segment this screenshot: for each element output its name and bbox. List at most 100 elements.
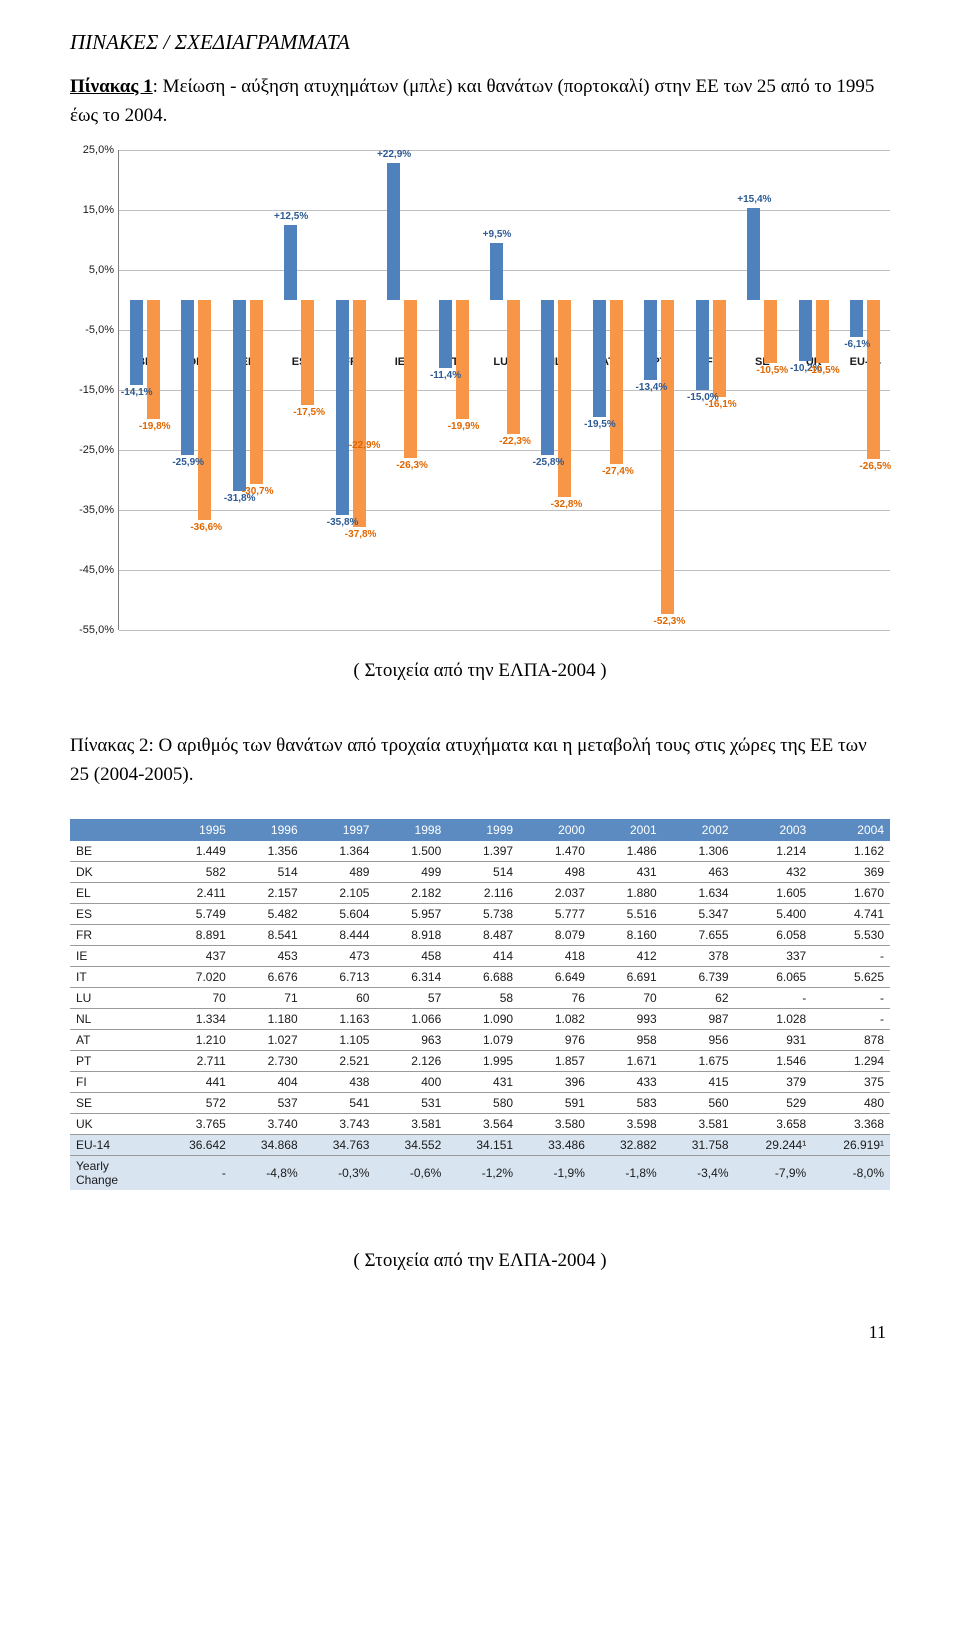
row-header: PT xyxy=(70,1051,160,1072)
cell: 34.151 xyxy=(447,1135,519,1156)
cell: 5.482 xyxy=(232,904,304,925)
cell: 2.182 xyxy=(375,883,447,904)
cell: - xyxy=(812,1009,890,1030)
table-row: FR8.8918.5418.4448.9188.4878.0798.1607.6… xyxy=(70,925,890,946)
cell: 956 xyxy=(663,1030,735,1051)
cell: -0,6% xyxy=(375,1156,447,1191)
data-label-blue: -13,4% xyxy=(636,382,668,393)
row-header: EL xyxy=(70,883,160,904)
y-tick-label: -25,0% xyxy=(79,444,114,456)
cell: 1.449 xyxy=(160,841,232,862)
row-header: Yearly Change xyxy=(70,1156,160,1191)
cell: 489 xyxy=(304,862,376,883)
cell: 8.487 xyxy=(447,925,519,946)
bar-orange xyxy=(147,300,160,419)
cell: 5.777 xyxy=(519,904,591,925)
bar-orange xyxy=(353,300,366,527)
cell: 6.058 xyxy=(735,925,813,946)
row-header: IE xyxy=(70,946,160,967)
cell: 1.027 xyxy=(232,1030,304,1051)
table-row: BE1.4491.3561.3641.5001.3971.4701.4861.3… xyxy=(70,841,890,862)
cell: - xyxy=(160,1156,232,1191)
cell: 473 xyxy=(304,946,376,967)
cell: 514 xyxy=(447,862,519,883)
data-label-orange: -27,4% xyxy=(602,466,634,477)
cell: -1,9% xyxy=(519,1156,591,1191)
cell: 433 xyxy=(591,1072,663,1093)
cell: 453 xyxy=(232,946,304,967)
data-label-orange: -26,3% xyxy=(396,460,428,471)
cell: 8.079 xyxy=(519,925,591,946)
y-tick-label: -35,0% xyxy=(79,504,114,516)
bar-orange xyxy=(456,300,469,419)
bar-orange xyxy=(867,300,880,459)
bar-blue xyxy=(439,300,452,368)
cell: 3.765 xyxy=(160,1114,232,1135)
cell: 1.162 xyxy=(812,841,890,862)
cell: 33.486 xyxy=(519,1135,591,1156)
gridline xyxy=(119,210,890,211)
cell: 1.671 xyxy=(591,1051,663,1072)
cell: 441 xyxy=(160,1072,232,1093)
cell: 369 xyxy=(812,862,890,883)
cell: -1,8% xyxy=(591,1156,663,1191)
cell: 2.126 xyxy=(375,1051,447,1072)
cell: 379 xyxy=(735,1072,813,1093)
cell: 29.244¹ xyxy=(735,1135,813,1156)
cell: 8.891 xyxy=(160,925,232,946)
cell: 6.676 xyxy=(232,967,304,988)
cell: 993 xyxy=(591,1009,663,1030)
data-label-blue: +22,9% xyxy=(377,149,411,160)
cell: -0,3% xyxy=(304,1156,376,1191)
row-header: SE xyxy=(70,1093,160,1114)
cell: 414 xyxy=(447,946,519,967)
cell: 2.711 xyxy=(160,1051,232,1072)
row-header: UK xyxy=(70,1114,160,1135)
cell: 1.214 xyxy=(735,841,813,862)
table-row: IT7.0206.6766.7136.3146.6886.6496.6916.7… xyxy=(70,967,890,988)
cell: 5.530 xyxy=(812,925,890,946)
cell: 2.116 xyxy=(447,883,519,904)
cell: -7,9% xyxy=(735,1156,813,1191)
bar-blue xyxy=(387,163,400,300)
cell: 71 xyxy=(232,988,304,1009)
row-header: DK xyxy=(70,862,160,883)
cell: 1.675 xyxy=(663,1051,735,1072)
cell: - xyxy=(812,946,890,967)
bar-blue xyxy=(850,300,863,337)
cell: 1.470 xyxy=(519,841,591,862)
cell: 1.995 xyxy=(447,1051,519,1072)
row-header: EU-14 xyxy=(70,1135,160,1156)
cell: 3.658 xyxy=(735,1114,813,1135)
data-label-orange: -10,5% xyxy=(756,365,788,376)
table-row: UK3.7653.7403.7433.5813.5643.5803.5983.5… xyxy=(70,1114,890,1135)
bar-blue xyxy=(181,300,194,455)
cell: 5.625 xyxy=(812,967,890,988)
figure1-lead: Πίνακας 1 xyxy=(70,76,153,97)
cell: 415 xyxy=(663,1072,735,1093)
y-tick-label: 25,0% xyxy=(83,144,114,156)
data-label-orange: -26,5% xyxy=(859,461,891,472)
chart-y-axis: 25,0%15,0%5,0%-5,0%-15,0%-25,0%-35,0%-45… xyxy=(70,150,118,630)
cell: 5.749 xyxy=(160,904,232,925)
data-label-blue: +12,5% xyxy=(274,211,308,222)
cell: 62 xyxy=(663,988,735,1009)
cell: 1.356 xyxy=(232,841,304,862)
cell: 2.157 xyxy=(232,883,304,904)
cell: 5.957 xyxy=(375,904,447,925)
cell: 36.642 xyxy=(160,1135,232,1156)
bar-orange xyxy=(198,300,211,520)
cell: -8,0% xyxy=(812,1156,890,1191)
bar-blue xyxy=(644,300,657,380)
cell: 5.400 xyxy=(735,904,813,925)
row-header: NL xyxy=(70,1009,160,1030)
column-header: 1997 xyxy=(304,819,376,841)
cell: 432 xyxy=(735,862,813,883)
bar-orange xyxy=(713,300,726,397)
cell: 7.020 xyxy=(160,967,232,988)
cell: 6.739 xyxy=(663,967,735,988)
cell: 70 xyxy=(591,988,663,1009)
cell: 3.368 xyxy=(812,1114,890,1135)
data-label-extra: -22,9% xyxy=(349,440,381,451)
cell: 582 xyxy=(160,862,232,883)
